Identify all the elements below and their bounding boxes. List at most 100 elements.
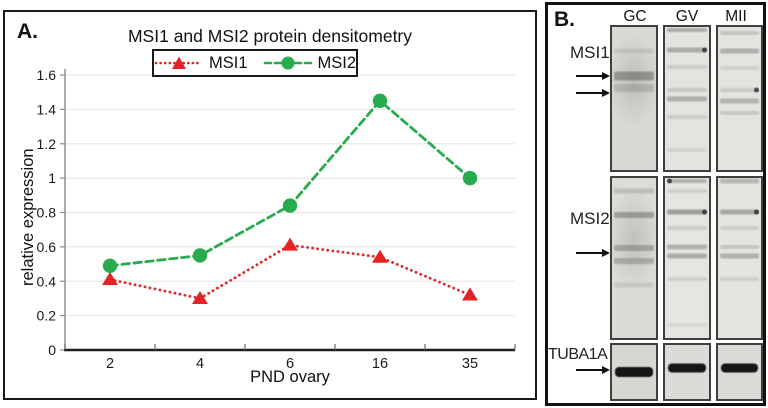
blot-band-dot bbox=[754, 87, 759, 93]
blot-lane-mii bbox=[716, 25, 763, 172]
lane-header-gc: GC bbox=[623, 8, 647, 25]
blot-band bbox=[613, 71, 655, 81]
blot-band bbox=[613, 258, 655, 265]
blot-band bbox=[666, 188, 708, 193]
blot-lane-gc bbox=[610, 176, 658, 340]
blot-band bbox=[719, 87, 760, 92]
y-tick-label: 0.2 bbox=[37, 308, 57, 324]
legend-label: MSI2 bbox=[317, 53, 357, 72]
x-tick-label: 4 bbox=[196, 356, 204, 372]
blot-band bbox=[613, 211, 655, 218]
blot-lane-mii bbox=[716, 343, 763, 401]
chart-legend: MSI1 MSI2 bbox=[152, 49, 358, 77]
y-tick-label: 1.2 bbox=[37, 136, 57, 152]
band-arrow-icon bbox=[576, 88, 610, 98]
chart-plot: 0 0.2 0.4 0.6 0.8 1 1.2 1.4 1.6 2 4 6 16 35 bbox=[37, 67, 516, 372]
x-tick-label: 6 bbox=[286, 356, 294, 372]
blot-band bbox=[613, 282, 655, 288]
data-point bbox=[372, 93, 388, 108]
y-tick-label: 0.4 bbox=[37, 273, 57, 289]
blot-band bbox=[613, 48, 655, 54]
blot-row-msi1: MSI1 bbox=[548, 25, 763, 172]
blot-band bbox=[719, 244, 760, 249]
blot-row-msi2: MSI2 bbox=[548, 176, 763, 340]
blot-band bbox=[666, 47, 708, 53]
legend-marker-msi2-icon bbox=[263, 56, 312, 70]
blot-row-tuba1a: TUBA1A bbox=[548, 343, 763, 401]
blot-band bbox=[666, 209, 708, 215]
blot-band bbox=[666, 115, 708, 120]
gridlines bbox=[65, 74, 515, 317]
x-tick-label: 35 bbox=[462, 356, 478, 372]
blot-band bbox=[666, 323, 708, 328]
blot-band-dot bbox=[667, 178, 672, 184]
data-point bbox=[192, 248, 208, 263]
blot-band bbox=[719, 66, 760, 71]
blot-band bbox=[719, 209, 760, 215]
legend-label: MSI1 bbox=[208, 53, 248, 72]
blot-band bbox=[719, 276, 760, 281]
blot-band bbox=[719, 178, 760, 184]
blot-band-dot bbox=[754, 209, 759, 215]
blot-band bbox=[719, 253, 760, 259]
blot-target-label: TUBA1A bbox=[548, 345, 608, 363]
panel-b-label: B. bbox=[554, 8, 575, 31]
x-tick-label: 2 bbox=[106, 356, 114, 372]
blot-band bbox=[719, 110, 760, 115]
blot-band bbox=[666, 244, 708, 250]
legend-item-msi2: MSI2 bbox=[263, 53, 357, 73]
blot-lane-gv bbox=[663, 25, 711, 172]
blot-band bbox=[719, 30, 760, 35]
blot-lane-mii bbox=[716, 176, 763, 340]
blot-band bbox=[666, 96, 708, 101]
blot-band bbox=[614, 367, 654, 377]
blot-band bbox=[666, 253, 708, 259]
axes: 0 0.2 0.4 0.6 0.8 1 1.2 1.4 1.6 2 4 6 16 35 bbox=[37, 67, 516, 372]
data-point bbox=[192, 290, 208, 304]
series-msi1 bbox=[102, 237, 478, 304]
blot-lane-gc bbox=[610, 25, 658, 172]
band-arrow-icon bbox=[576, 365, 610, 375]
blot-lane-gv bbox=[663, 176, 711, 340]
blot-band bbox=[666, 87, 708, 92]
chart-title: MSI1 and MSI2 protein densitometry bbox=[127, 26, 413, 46]
blot-band bbox=[666, 65, 708, 70]
y-tick-label: 0.6 bbox=[37, 239, 57, 255]
data-point bbox=[102, 258, 118, 273]
band-arrow-icon bbox=[576, 248, 610, 258]
blot-band bbox=[666, 276, 708, 281]
blot-band bbox=[613, 84, 655, 93]
legend-item-msi1: MSI1 bbox=[154, 54, 248, 73]
data-point bbox=[282, 198, 298, 213]
blot-band bbox=[666, 27, 708, 32]
blot-band bbox=[666, 147, 708, 152]
data-point bbox=[372, 249, 388, 263]
lane-header-gv: GV bbox=[675, 8, 699, 25]
blot-lane-gv bbox=[663, 343, 711, 401]
blot-target-label: MSI2 bbox=[570, 208, 610, 228]
blot-band bbox=[719, 48, 760, 54]
x-axis-title: PND ovary bbox=[250, 368, 330, 386]
blot-band bbox=[613, 188, 655, 194]
blot-band bbox=[666, 225, 708, 230]
y-tick-label: 1 bbox=[48, 170, 56, 186]
blot-band-dot bbox=[702, 209, 707, 215]
data-point bbox=[462, 287, 478, 301]
blot-band bbox=[667, 363, 707, 373]
blot-band bbox=[719, 98, 760, 104]
blot-band bbox=[613, 245, 655, 252]
series-line bbox=[108, 243, 472, 300]
series-msi2 bbox=[102, 93, 478, 273]
legend-marker-msi1-icon bbox=[154, 56, 204, 69]
blot-band bbox=[720, 363, 759, 373]
panel-b: B. GC GV MII MSI1 MSI2 TUBA1A bbox=[545, 2, 766, 406]
blot-lane-gc bbox=[610, 343, 658, 401]
x-tick-label: 16 bbox=[372, 356, 388, 372]
blot-target-label: MSI1 bbox=[570, 42, 610, 62]
y-tick-label: 1.6 bbox=[37, 67, 57, 83]
data-point bbox=[282, 237, 298, 251]
blot-band-dot bbox=[702, 47, 707, 53]
band-arrow-icon bbox=[576, 71, 610, 81]
